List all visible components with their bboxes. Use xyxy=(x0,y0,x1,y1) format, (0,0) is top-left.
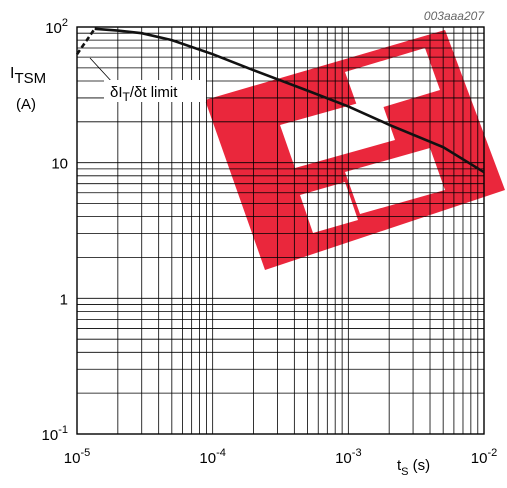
annotation-box xyxy=(104,80,206,102)
x-axis-label: tS (s) xyxy=(397,457,430,478)
x-tick-label: 10-4 xyxy=(199,447,225,467)
annotation-prefix: δI xyxy=(110,84,123,101)
y-axis-label: ITSM xyxy=(10,65,46,87)
annotation-label: δIT/δt limit xyxy=(110,84,178,104)
tick-base: 10 xyxy=(335,450,352,467)
x-tick-labels: 10-5 10-4 10-3 10-2 xyxy=(64,447,497,467)
tick-exponent: -4 xyxy=(216,447,226,459)
tick-base: 10 xyxy=(471,450,488,467)
y-axis-unit: (A) xyxy=(16,96,36,113)
curves xyxy=(75,27,485,174)
y-axis-label-sub: TSM xyxy=(14,70,46,87)
x-axis-label-main: t xyxy=(397,457,402,474)
plot-frame xyxy=(76,26,485,435)
x-axis-label-unit: (s) xyxy=(409,457,431,474)
x-tick-label: 10-5 xyxy=(64,447,90,467)
di-dt-limit-line xyxy=(75,28,96,55)
y-tick-label: 10 xyxy=(51,156,68,173)
itsm-curve xyxy=(94,27,485,174)
tick-base: 10 xyxy=(45,20,62,37)
annotation-leader-line xyxy=(89,57,114,84)
watermark-cutout-right xyxy=(345,148,445,214)
tick-exponent: 2 xyxy=(62,17,68,29)
tick-exponent: -2 xyxy=(487,447,497,459)
figure-id: 003aaa207 xyxy=(424,9,485,23)
x-tick-label: 10-2 xyxy=(471,447,497,467)
tick-base: 10 xyxy=(51,156,68,173)
y-tick-label: 1 xyxy=(60,291,68,308)
y-axis-label-main: I xyxy=(10,65,14,82)
annotation-sub: T xyxy=(123,90,131,104)
tick-base: 1 xyxy=(60,291,68,308)
x-axis-label-sub: S xyxy=(401,466,408,478)
tick-exponent: -3 xyxy=(352,447,362,459)
y-minor-gridlines xyxy=(77,32,484,394)
tick-base: 10 xyxy=(64,450,81,467)
watermark-cutout-low xyxy=(300,182,358,233)
y-tick-label: 102 xyxy=(45,17,68,37)
tick-exponent: -5 xyxy=(80,447,90,459)
x-tick-label: 10-3 xyxy=(335,447,361,467)
tick-base: 10 xyxy=(42,427,59,444)
annotation-suffix: /δt limit xyxy=(130,84,178,101)
tick-exponent: -1 xyxy=(58,424,68,436)
tick-base: 10 xyxy=(199,450,216,467)
y-tick-label: 10-1 xyxy=(42,424,68,444)
